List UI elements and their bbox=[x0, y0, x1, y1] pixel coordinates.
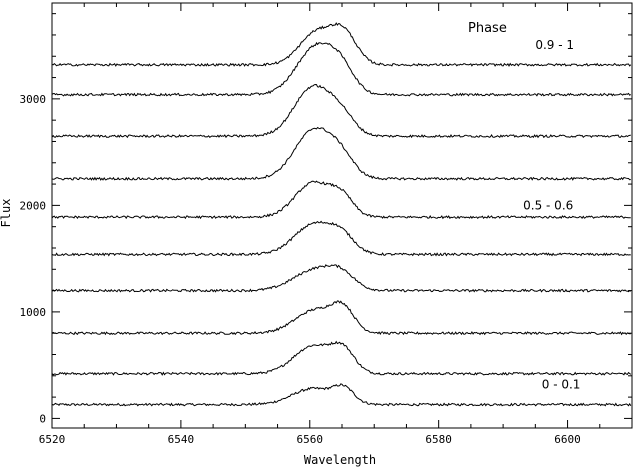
spectra-series bbox=[51, 22, 632, 407]
spectrum-line bbox=[51, 83, 631, 139]
x-tick-label: 6600 bbox=[554, 433, 581, 446]
spectrum-line bbox=[51, 126, 631, 181]
x-axis: 6520 6540 6560 6580 6600 bbox=[39, 3, 633, 446]
spectrum-line bbox=[51, 220, 631, 257]
spectrum-line bbox=[51, 264, 632, 293]
spectrum-line bbox=[51, 340, 632, 376]
y-axis: 0 1000 2000 3000 bbox=[20, 13, 632, 425]
spectrum-line bbox=[51, 41, 632, 97]
spectrum-line bbox=[51, 383, 632, 407]
x-tick-label: 6560 bbox=[297, 433, 324, 446]
y-axis-title: Flux bbox=[0, 199, 13, 228]
spectrum-line bbox=[51, 22, 632, 67]
phase-label: 0.5 - 0.6 bbox=[523, 199, 573, 213]
phase-label: 0.9 - 1 bbox=[535, 38, 574, 52]
spectrum-line bbox=[51, 180, 631, 220]
y-tick-label: 2000 bbox=[20, 199, 47, 212]
phase-labels: 0.9 - 1 0.5 - 0.6 0 - 0.1 bbox=[523, 38, 580, 392]
x-tick-label: 6580 bbox=[425, 433, 452, 446]
plot-border bbox=[51, 2, 633, 429]
y-tick-label: 0 bbox=[39, 412, 46, 425]
phase-legend-title: Phase bbox=[468, 21, 507, 36]
phase-label: 0 - 0.1 bbox=[542, 378, 581, 392]
spectrum-line bbox=[51, 300, 631, 336]
x-tick-label: 6540 bbox=[168, 433, 195, 446]
x-tick-label: 6520 bbox=[39, 433, 66, 446]
y-tick-label: 3000 bbox=[20, 93, 47, 106]
plot-frame bbox=[51, 2, 633, 429]
x-axis-title: Wavelength bbox=[304, 453, 376, 467]
y-tick-label: 1000 bbox=[20, 306, 47, 319]
